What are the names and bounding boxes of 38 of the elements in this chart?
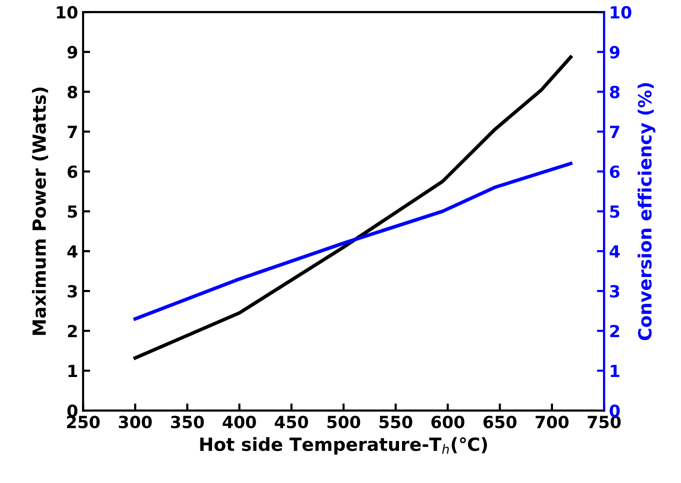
y-tick-label: 4 (67, 245, 78, 258)
y-axis-title: Maximum Power (Watts) (32, 88, 48, 335)
x-tick-label: 750 (588, 416, 621, 428)
y-tick-label: 7 (68, 126, 77, 138)
x-axis-title: Hot side Temperature-T$_{h}$(℃) (200, 437, 487, 455)
y-tick-label: 2 (68, 324, 77, 338)
y-tick-label: 10 (56, 6, 78, 19)
y2-tick-label: 10 (610, 6, 632, 19)
line-series (133, 162, 572, 321)
y-tick-label: 9 (67, 46, 78, 58)
y2-tick-label: 0 (610, 404, 620, 418)
y2-tick-label: 4 (610, 245, 620, 258)
y2-tick-label: 2 (610, 324, 620, 338)
y-tick-label: 6 (68, 165, 78, 178)
y2-tick-label: 3 (610, 284, 620, 298)
x-tick-label: 700 (536, 416, 569, 428)
y-tick-label: 8 (68, 86, 78, 98)
x-tick-label: 550 (380, 416, 412, 428)
y2-axis-title: Conversion efficiency (%) (638, 83, 656, 340)
x-tick-label: 300 (118, 416, 152, 428)
y-tick-label: 5 (68, 205, 78, 218)
x-tick-label: 650 (483, 416, 516, 428)
y2-tick-label: 1 (610, 364, 620, 378)
y2-tick-label: 6 (610, 165, 620, 178)
y2-tick-label: 9 (610, 46, 620, 58)
x-tick-label: 600 (431, 416, 464, 428)
y-tick-label: 3 (68, 284, 77, 298)
x-tick-label: 450 (274, 416, 308, 428)
x-tick-label: 350 (170, 416, 204, 428)
y-tick-label: 0 (67, 404, 78, 418)
line-series (133, 55, 572, 360)
y2-tick-label: 5 (610, 205, 620, 218)
y2-tick-label: 7 (610, 126, 620, 138)
y-tick-label: 1 (68, 364, 78, 378)
y2-tick-label: 8 (610, 86, 620, 98)
x-tick-label: 250 (67, 416, 100, 428)
x-tick-label: 500 (327, 416, 360, 428)
x-tick-label: 400 (222, 416, 256, 428)
